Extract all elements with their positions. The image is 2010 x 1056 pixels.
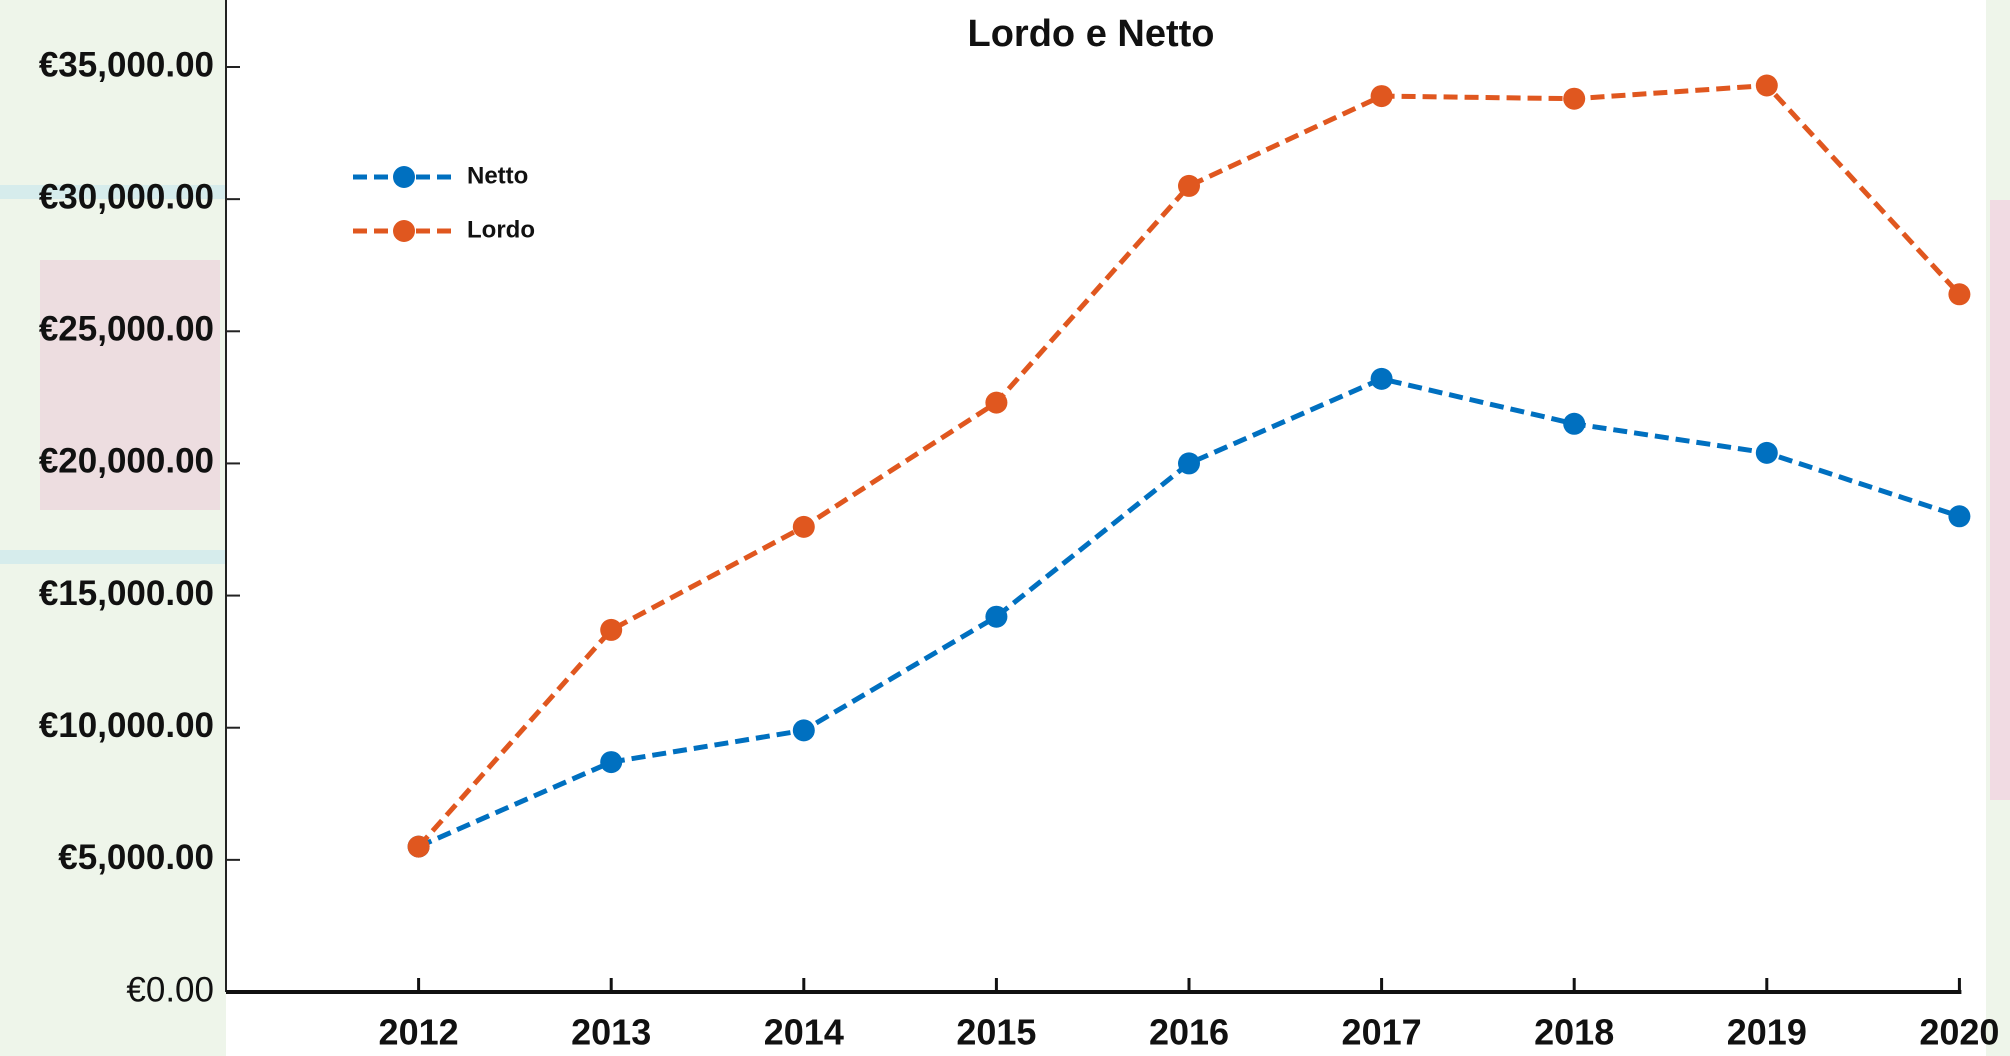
point: [600, 751, 622, 773]
x-tick-label: 2017: [1342, 1012, 1422, 1053]
background-shape: [0, 550, 226, 564]
point: [600, 619, 622, 641]
point: [793, 516, 815, 538]
background-shape: [1990, 200, 2010, 800]
y-tick-label: €5,000.00: [58, 838, 214, 877]
chart-title: Lordo e Netto: [968, 13, 1215, 55]
point: [408, 836, 430, 858]
x-tick-label: 2012: [379, 1012, 459, 1053]
point: [1563, 88, 1585, 110]
y-tick-label: €30,000.00: [39, 177, 214, 216]
y-tick-label: €35,000.00: [39, 45, 214, 84]
point: [1563, 413, 1585, 435]
point: [1948, 283, 1970, 305]
y-tick-label: €20,000.00: [39, 442, 214, 481]
chart: Lordo e Netto €0.00 €5,000.00 €10,000.00 €1…: [0, 0, 2010, 1056]
point: [1756, 442, 1778, 464]
point: [793, 719, 815, 741]
x-tick-label: 2020: [1919, 1012, 1999, 1053]
point: [1371, 368, 1393, 390]
legend-label: Netto: [467, 162, 528, 189]
page: Lordo e Netto €0.00 €5,000.00 €10,000.00 €1…: [0, 0, 2010, 1056]
legend-marker: [393, 220, 415, 242]
y-tick-label: €10,000.00: [39, 706, 214, 745]
point: [985, 392, 1007, 414]
x-tick-label: 2018: [1534, 1012, 1614, 1053]
legend-marker: [393, 166, 415, 188]
point: [1948, 505, 1970, 527]
point: [1371, 85, 1393, 107]
point: [1756, 75, 1778, 97]
y-tick-label: €0.00: [126, 970, 214, 1009]
point: [1178, 175, 1200, 197]
x-tick-label: 2013: [571, 1012, 651, 1053]
y-tick-label: €15,000.00: [39, 574, 214, 613]
point: [1178, 452, 1200, 474]
x-tick-label: 2019: [1727, 1012, 1807, 1053]
y-tick-label: €25,000.00: [39, 310, 214, 349]
x-tick-label: 2014: [764, 1012, 844, 1053]
x-tick-label: 2016: [1149, 1012, 1229, 1053]
point: [985, 606, 1007, 628]
legend-label: Lordo: [467, 216, 535, 243]
plot-area: [226, 0, 1986, 1056]
x-tick-label: 2015: [956, 1012, 1036, 1053]
